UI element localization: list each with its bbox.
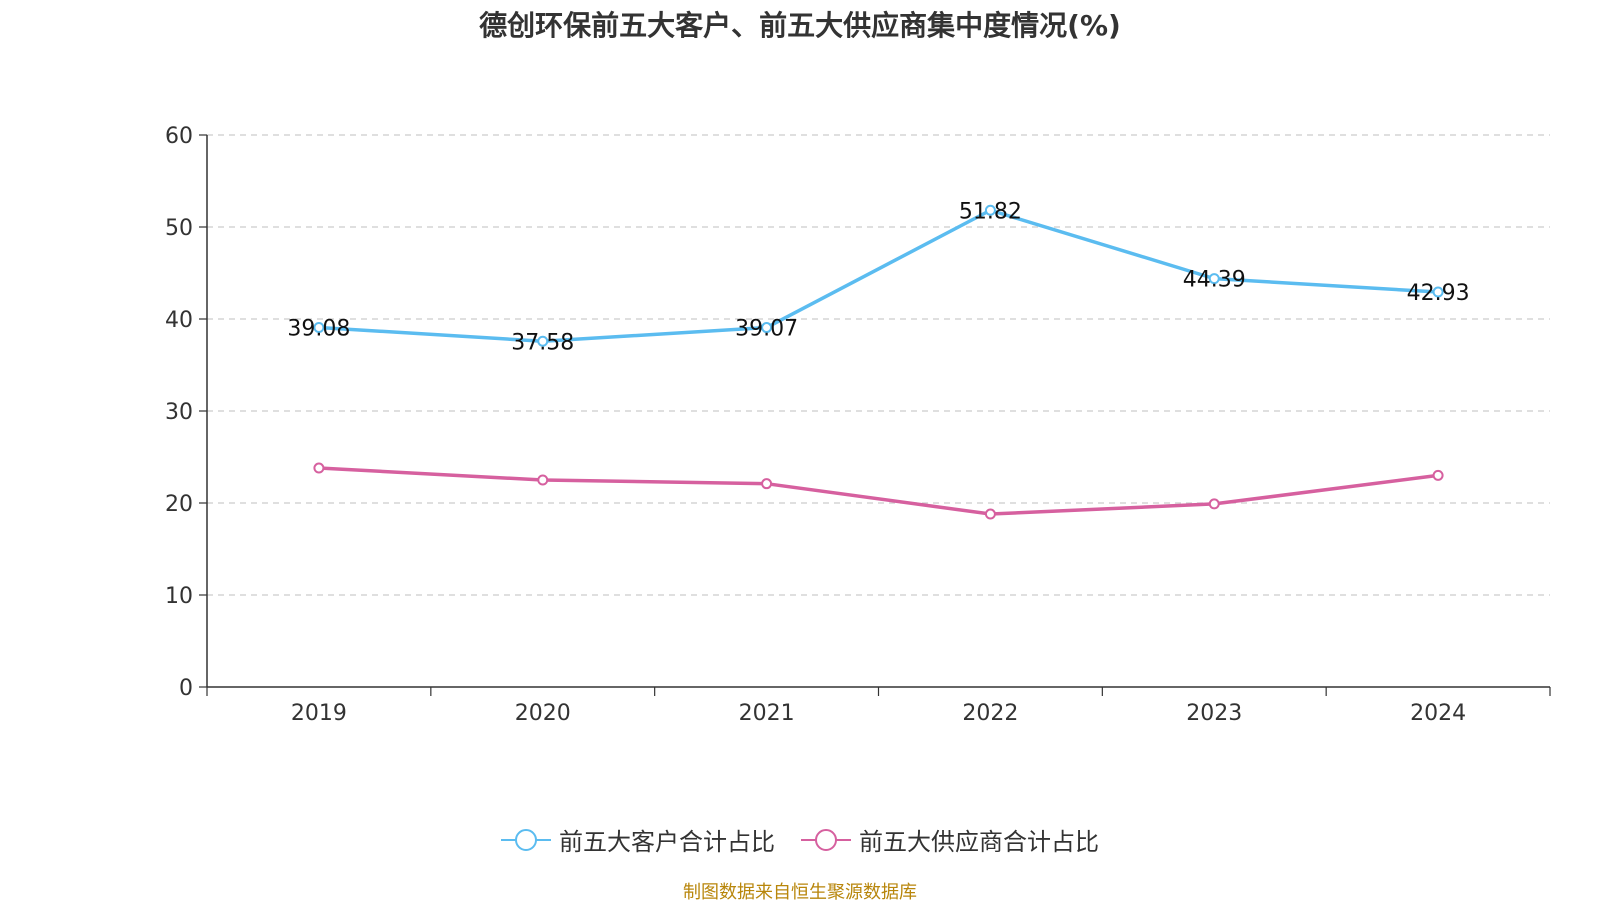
x-tick-label: 2019 [291, 701, 347, 726]
data-point-0 [761, 322, 773, 334]
x-tick-label: 2022 [962, 701, 1018, 726]
legend-label-customers: 前五大客户合计占比 [559, 828, 775, 856]
data-point-0 [984, 204, 996, 216]
data-point-1 [537, 474, 549, 486]
data-label: 39.07 [735, 317, 798, 342]
data-label: 44.39 [1183, 268, 1246, 293]
legend-item-suppliers[interactable]: 前五大供应商合计占比 [801, 822, 1099, 857]
source-note: 制图数据来自恒生聚源数据库 [683, 882, 917, 903]
data-point-1 [1432, 469, 1444, 481]
data-point-0 [313, 321, 325, 333]
y-tick-label: 50 [165, 216, 193, 241]
y-tick-label: 60 [165, 124, 193, 149]
data-point-1 [1208, 498, 1220, 510]
series-line-0 [318, 208, 1439, 344]
series-line-1 [318, 466, 1439, 516]
data-point-0 [537, 335, 549, 347]
x-tick-label: 2020 [515, 701, 571, 726]
x-tick-label: 2021 [739, 701, 795, 726]
data-point-1 [313, 462, 325, 474]
data-point-0 [1208, 273, 1220, 285]
data-label: 51.82 [959, 199, 1022, 224]
chart-title: 德创环保前五大客户、前五大供应商集中度情况(%) [479, 9, 1121, 42]
y-tick-label: 0 [179, 676, 193, 701]
line-chart: 0 10 20 30 40 50 60 2019 2020 2021 2022 2023 2024 39.… [165, 124, 1551, 726]
y-tick-label: 20 [165, 492, 193, 517]
data-label: 39.08 [287, 316, 350, 341]
legend-item-customers[interactable]: 前五大客户合计占比 [501, 822, 775, 857]
x-tick-label: 2024 [1410, 701, 1466, 726]
data-point-0 [1432, 286, 1444, 298]
x-tick-label: 2023 [1186, 701, 1242, 726]
y-tick-label: 10 [165, 584, 193, 609]
data-point-1 [984, 508, 996, 520]
y-tick-label: 30 [165, 400, 193, 425]
y-tick-label: 40 [165, 308, 193, 333]
data-label: 37.58 [511, 330, 574, 355]
data-point-1 [761, 478, 773, 490]
legend-marker-suppliers [801, 828, 851, 851]
chart-legend: 前五大客户合计占比 前五大供应商合计占比 [0, 822, 1600, 857]
data-label: 42.93 [1407, 281, 1470, 306]
legend-label-suppliers: 前五大供应商合计占比 [859, 828, 1099, 856]
legend-marker-customers [501, 828, 551, 851]
